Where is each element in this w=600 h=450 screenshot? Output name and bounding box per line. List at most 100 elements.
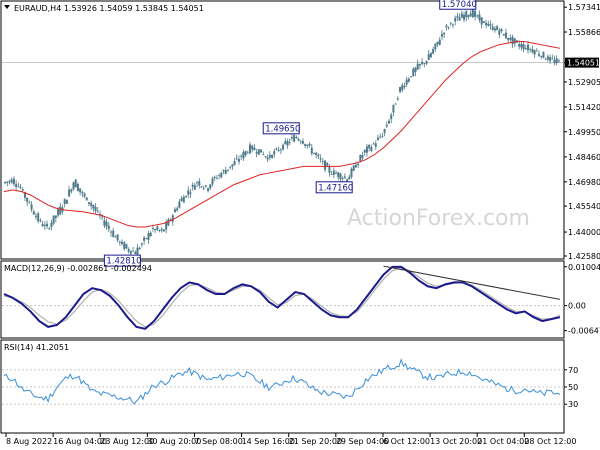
candle-body bbox=[471, 9, 474, 18]
rsi-header: RSI(14) 41.2051 bbox=[4, 343, 69, 352]
candle-body bbox=[365, 146, 368, 153]
candle-body bbox=[293, 134, 296, 142]
macd-signal-line bbox=[3, 267, 561, 328]
candle-body bbox=[354, 164, 357, 168]
candle-body bbox=[504, 32, 507, 39]
candle-body bbox=[518, 44, 521, 47]
x-tick-label: 8 Aug 2022 bbox=[6, 437, 52, 446]
x-tick-label: 14 Sep 16:00 bbox=[242, 437, 295, 446]
candle-body bbox=[271, 154, 274, 158]
candle-body bbox=[388, 120, 391, 124]
candle-body bbox=[222, 170, 225, 172]
macd-panel-border bbox=[0, 260, 565, 339]
candle-body bbox=[127, 249, 130, 252]
candle-body bbox=[180, 198, 183, 202]
x-tick-label: 30 Aug 20:00 bbox=[147, 437, 201, 446]
x-tick-label: 28 Oct 12:00 bbox=[524, 437, 576, 446]
candle-body bbox=[496, 26, 499, 31]
candle-body bbox=[308, 143, 311, 146]
candle-body bbox=[410, 76, 413, 77]
dropdown-triangle-icon[interactable] bbox=[4, 5, 10, 9]
candle-body bbox=[4, 181, 7, 184]
macd-line bbox=[3, 265, 561, 330]
annotation-box bbox=[103, 254, 141, 267]
annotation-label: 1.57040 bbox=[442, 0, 477, 10]
candle-body bbox=[401, 85, 404, 91]
candle-body bbox=[96, 210, 99, 212]
macd-tick-label: 0.010047 bbox=[568, 263, 600, 272]
candle-body bbox=[394, 103, 397, 105]
price-y-axis: 1.57341 1.55866 1.54051 1.52905 1.51420 1.499… bbox=[564, 3, 600, 261]
candle-body bbox=[416, 63, 419, 70]
candle-body bbox=[253, 147, 256, 151]
x-tick-label: 21 Oct 04:00 bbox=[477, 437, 529, 446]
candle-body bbox=[399, 87, 402, 93]
price-tick-label: 1.45540 bbox=[568, 202, 600, 211]
candle-body bbox=[92, 204, 95, 209]
x-tick-label: 6 Oct 12:00 bbox=[383, 437, 430, 446]
candle-body bbox=[39, 220, 42, 221]
candle-body bbox=[288, 141, 291, 143]
candle-body bbox=[103, 220, 106, 226]
candle-body bbox=[284, 141, 287, 144]
candle-body bbox=[110, 231, 113, 233]
candle-body bbox=[434, 43, 437, 50]
candle-body bbox=[107, 225, 110, 230]
candle-body bbox=[244, 151, 247, 156]
candle-body bbox=[138, 247, 141, 249]
candle-body bbox=[231, 164, 234, 167]
candle-body bbox=[315, 152, 318, 156]
candle-body bbox=[23, 192, 26, 198]
candle-body bbox=[343, 176, 346, 178]
candle-body bbox=[202, 187, 205, 189]
candle-body bbox=[15, 184, 18, 188]
candle-body bbox=[266, 157, 269, 160]
candle-body bbox=[330, 174, 333, 175]
candle-body bbox=[215, 178, 218, 179]
candle-body bbox=[59, 206, 62, 215]
candle-body bbox=[182, 196, 185, 203]
candle-body bbox=[546, 56, 549, 60]
annotation-label: 1.49650 bbox=[265, 124, 300, 134]
candle-body bbox=[304, 143, 307, 146]
candle-body bbox=[290, 137, 293, 139]
candle-body bbox=[94, 206, 97, 211]
candle-body bbox=[478, 14, 481, 21]
candle-body bbox=[359, 155, 362, 162]
candle-body bbox=[282, 144, 285, 150]
candle-body bbox=[218, 175, 221, 177]
macd-trendline bbox=[383, 265, 561, 300]
candle-body bbox=[482, 21, 485, 24]
price-candles bbox=[4, 6, 560, 257]
candle-body bbox=[306, 144, 309, 147]
candle-body bbox=[26, 197, 29, 202]
candle-body bbox=[65, 199, 68, 204]
candle-body bbox=[54, 215, 57, 218]
candle-body bbox=[412, 68, 415, 76]
candle-body bbox=[454, 17, 457, 22]
price-tick-label: 1.44000 bbox=[568, 228, 600, 237]
candle-body bbox=[474, 10, 477, 17]
candle-body bbox=[538, 54, 541, 56]
candle-body bbox=[136, 247, 139, 255]
candle-body bbox=[502, 34, 505, 36]
candle-body bbox=[557, 60, 560, 62]
candle-body bbox=[233, 161, 236, 166]
candle-body bbox=[348, 176, 351, 180]
candle-body bbox=[63, 199, 66, 205]
price-panel-border bbox=[0, 0, 565, 260]
annotation-label: 1.47160 bbox=[318, 183, 353, 193]
candle-body bbox=[277, 149, 280, 151]
candle-body bbox=[105, 221, 108, 227]
moving-average-line bbox=[3, 41, 561, 228]
candle-body bbox=[381, 136, 384, 138]
x-tick-label: 21 Sep 20:00 bbox=[289, 437, 342, 446]
candle-body bbox=[187, 190, 190, 195]
rsi-y-axis: 70 50 30 bbox=[564, 366, 578, 409]
candle-body bbox=[211, 178, 214, 185]
candle-body bbox=[335, 173, 338, 175]
candle-body bbox=[425, 61, 428, 64]
candle-body bbox=[41, 223, 44, 227]
candle-body bbox=[529, 48, 532, 50]
